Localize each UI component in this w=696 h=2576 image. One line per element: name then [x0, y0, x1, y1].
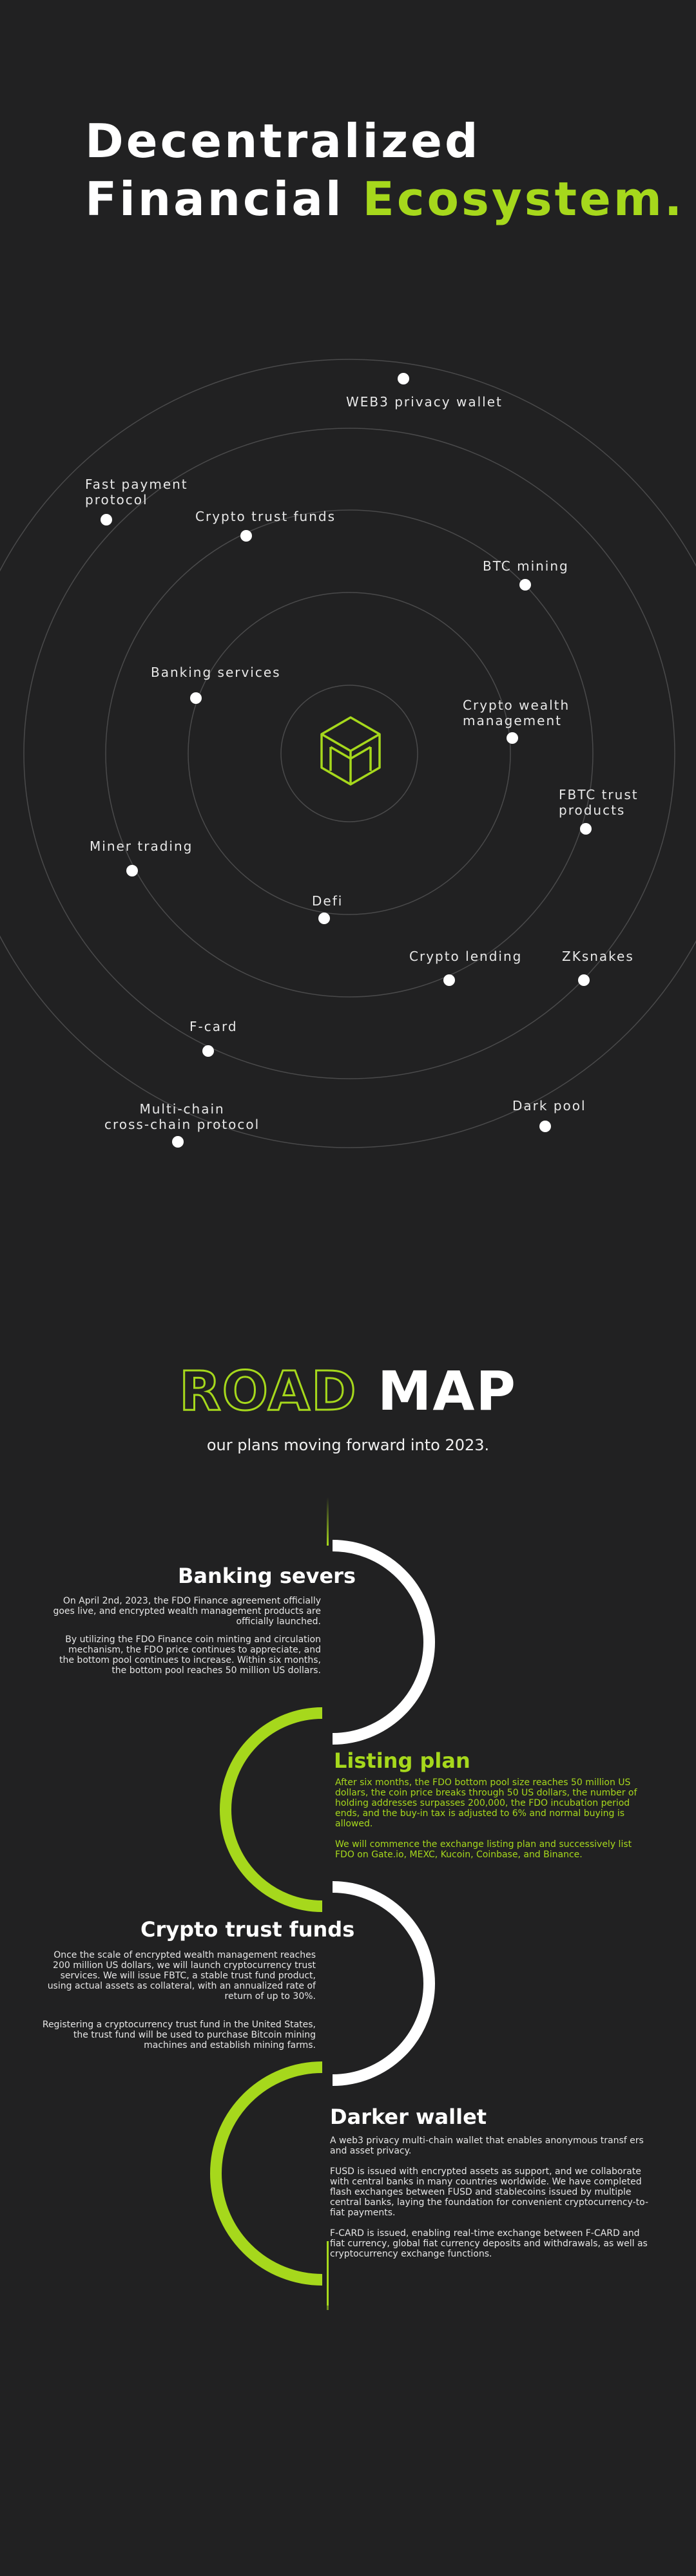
node-label-banking-services: Banking services [151, 665, 281, 680]
milestone-3-title: Crypto trust funds [140, 1917, 355, 1942]
ecosystem-node-dot [202, 1045, 214, 1057]
milestone-4-paragraph-1: A web3 privacy multi-chain wallet that e… [330, 2136, 644, 2156]
timeline-arc-4 [210, 2061, 323, 2286]
timeline-arc-3 [332, 1881, 435, 2086]
ecosystem-node-dot [318, 913, 330, 924]
milestone-4-paragraph-2: FUSD is issued with encrypted assets as … [330, 2166, 649, 2218]
node-label-crypto-wealth: Crypto wealth management [463, 697, 570, 728]
milestone-3-paragraph-2: Registering a cryptocurrency trust fund … [42, 2020, 316, 2050]
ecosystem-node-dot [443, 974, 455, 986]
node-label-fast-payment: Fast payment protocol [85, 477, 188, 507]
orbit-ring-5 [0, 359, 696, 1148]
ecosystem-node-dot [519, 579, 531, 591]
ecosystem-node-dot [172, 1136, 184, 1148]
ecosystem-node-dot [580, 823, 592, 835]
node-label-fbtc-trust: FBTC trust products [559, 787, 639, 818]
node-label-web3-wallet: WEB3 privacy wallet [346, 394, 503, 410]
hero-title-white: Financial [85, 172, 363, 226]
orbit-ring-3 [105, 509, 594, 998]
milestone-2-title: Listing plan [334, 1748, 470, 1773]
roadmap-subtitle: our plans moving forward into 2023. [206, 1436, 490, 1454]
ecosystem-node-dot [507, 732, 518, 744]
node-label-miner-trading: Miner trading [90, 838, 193, 854]
roadmap-title-outline: ROAD [179, 1359, 358, 1423]
node-label-btc-mining: BTC mining [483, 558, 569, 574]
orbit-ring-1 [280, 685, 418, 822]
milestone-2-paragraph-1: After six months, the FDO bottom pool si… [335, 1777, 637, 1829]
ecosystem-node-dot [190, 692, 202, 704]
timeline-connector-top [327, 1497, 329, 1546]
node-label-dark-pool: Dark pool [512, 1098, 586, 1113]
orbit-ring-2 [188, 592, 511, 915]
hero-title-line2: Financial Ecosystem. [85, 176, 684, 222]
hero-title-accent: Ecosystem. [362, 172, 685, 226]
node-label-crypto-trust-funds: Crypto trust funds [195, 509, 336, 524]
milestone-1-title: Banking severs [178, 1564, 356, 1588]
node-label-zksnakes: ZKsnakes [562, 949, 634, 964]
ecosystem-node-dot [398, 373, 409, 384]
ecosystem-node-dot [539, 1121, 551, 1132]
ecosystem-node-dot [240, 530, 252, 542]
node-label-f-card: F-card [189, 1019, 238, 1034]
timeline-connector-bottom [327, 2241, 329, 2306]
roadmap-title-solid: MAP [377, 1359, 517, 1423]
milestone-2-paragraph-2: We will commence the exchange listing pl… [335, 1839, 632, 1860]
hero-title-line1: Decentralized [85, 114, 481, 168]
milestone-3-paragraph-1: Once the scale of encrypted wealth manag… [47, 1950, 316, 2002]
milestone-4-title: Darker wallet [330, 2105, 487, 2129]
cube-logo-icon [320, 716, 381, 786]
timeline-arc-1 [332, 1540, 435, 1745]
milestone-1-paragraph-2: By utilizing the FDO Finance coin mintin… [59, 1634, 321, 1676]
node-label-multi-chain: Multi-chain cross-chain protocol [104, 1101, 260, 1132]
roadmap-title: ROAD MAP [0, 1363, 696, 1419]
ecosystem-node-dot [578, 974, 590, 986]
timeline-arc-2 [220, 1707, 323, 1912]
roadmap-timeline [210, 1497, 435, 2310]
milestone-1-paragraph-1: On April 2nd, 2023, the FDO Finance agre… [53, 1596, 321, 1627]
ecosystem-node-dot [101, 514, 112, 526]
orbit-ring-4 [23, 428, 675, 1079]
node-label-crypto-lending: Crypto lending [409, 949, 523, 964]
ecosystem-diagram [0, 359, 696, 1148]
node-label-defi: Defi [312, 893, 343, 909]
ecosystem-node-dot [126, 865, 138, 876]
milestone-4-paragraph-3: F-CARD is issued, enabling real-time exc… [330, 2228, 648, 2259]
